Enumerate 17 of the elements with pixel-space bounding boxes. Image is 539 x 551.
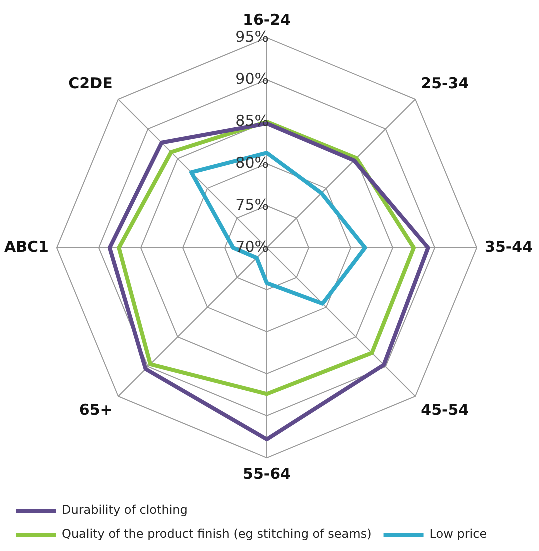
legend-label: Quality of the product finish (eg stitching of seams): [62, 527, 372, 542]
legend-label: Durability of clothing: [62, 503, 188, 518]
spoke-label: 65+: [79, 401, 113, 420]
spoke-label: 16-24: [243, 10, 291, 29]
spoke-label: 55-64: [243, 464, 291, 483]
y-tick-label: 75%: [236, 196, 269, 214]
spoke-label: 45-54: [421, 401, 470, 420]
y-tick-label: 80%: [236, 154, 269, 172]
legend-label: Low price: [430, 527, 488, 542]
y-tick-label: 70%: [236, 238, 269, 256]
spoke-label: C2DE: [68, 74, 113, 93]
spoke-label: ABC1: [4, 238, 49, 256]
y-tick-label: 85%: [236, 112, 269, 130]
y-tick-label: 90%: [236, 70, 269, 88]
spoke-label: 25-34: [421, 74, 470, 93]
y-tick-label: 95%: [236, 28, 269, 46]
spoke-label: 35-44: [485, 238, 534, 256]
